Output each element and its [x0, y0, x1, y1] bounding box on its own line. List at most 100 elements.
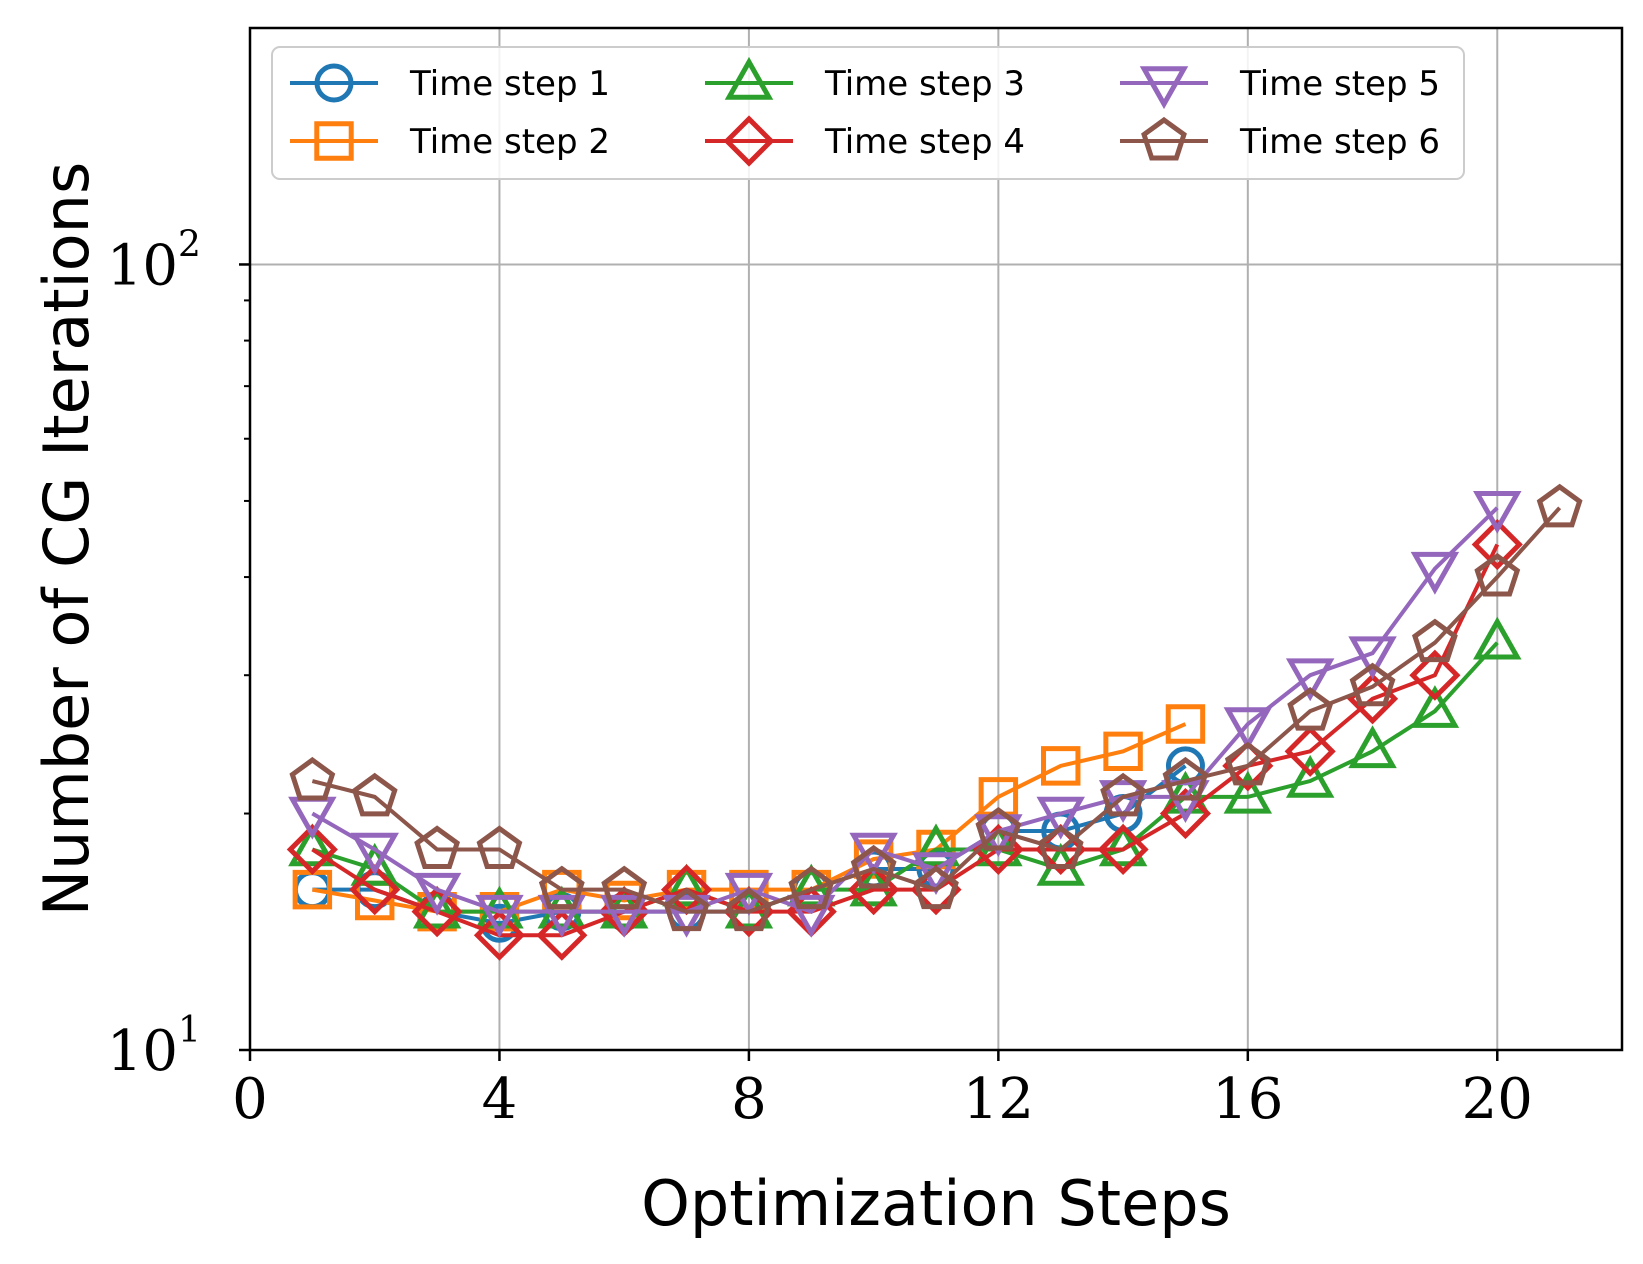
series-3-point: [911, 823, 961, 867]
series-6-point: [663, 887, 710, 932]
series-6-point: [788, 865, 835, 910]
y-tick-label: 10: [107, 233, 178, 298]
series-6-point: [1536, 483, 1583, 528]
series-4-point: [536, 909, 588, 961]
legend-label: Time step 2: [409, 122, 610, 162]
series-6-point: [601, 865, 648, 910]
y-tick-base: 10: [107, 233, 178, 298]
series-6-point: [538, 865, 585, 910]
series-3-point: [1410, 685, 1460, 728]
legend-marker: [1141, 116, 1187, 161]
legend-box: [271, 46, 1465, 180]
series-5-point: [1285, 658, 1335, 702]
series-6-point: [913, 865, 959, 910]
series-2-point: [1165, 704, 1206, 744]
series-2-point: [978, 777, 1019, 817]
series-6-point: [414, 825, 461, 869]
series-5-point: [350, 832, 399, 876]
series-5-point: [724, 872, 774, 916]
series-3-point: [350, 842, 399, 886]
series-6-point: [1287, 687, 1334, 731]
legend-item: Time step 2: [290, 121, 610, 162]
series-6-point: [1100, 772, 1146, 817]
legend-label: Time step 6: [1239, 122, 1440, 162]
x-tick-label: 8: [731, 1067, 767, 1132]
series-5-point: [662, 894, 711, 938]
legend-marker: [723, 115, 775, 167]
grid: [250, 28, 1622, 1050]
series-6-point: [725, 887, 772, 932]
legend-marker: [1139, 66, 1189, 110]
series-4-point: [1159, 787, 1212, 840]
series-6-point: [1162, 756, 1209, 801]
series-2-point: [1041, 746, 1081, 786]
series-4-point: [411, 886, 463, 938]
series-3-point: [1223, 770, 1273, 814]
legend-marker: [314, 63, 354, 103]
series-5-point: [1410, 551, 1460, 595]
legend-item: Time step 6: [1120, 116, 1440, 162]
x-tick-label: 12: [963, 1067, 1034, 1132]
series-group: [286, 483, 1583, 961]
series-4-point: [1409, 649, 1461, 701]
legend-marker: [314, 121, 354, 161]
legend-item: Time step 5: [1120, 64, 1440, 110]
series-3-point: [1348, 725, 1397, 769]
series-3-point: [662, 863, 711, 907]
series-3-point: [1285, 754, 1335, 798]
series-4-line: [311, 543, 1500, 938]
series-6-point: [1474, 552, 1521, 597]
series-2-point: [1103, 731, 1143, 772]
series-5-point: [537, 894, 587, 938]
series-4-point: [473, 909, 526, 961]
plot-frame: [248, 26, 1624, 1052]
series-4-point: [1284, 725, 1336, 777]
series-4-point: [286, 823, 338, 876]
legend-item: Time step 1: [290, 63, 610, 104]
legend-label: Time step 5: [1239, 64, 1440, 104]
y-tick-exponent: 1: [178, 1010, 201, 1051]
legend-label: Time step 1: [409, 64, 610, 104]
series-6-point: [975, 806, 1022, 851]
series-5-point: [1223, 707, 1273, 751]
legend-label: Time step 4: [824, 122, 1025, 162]
series-5-point: [1098, 780, 1148, 823]
legend-marker: [724, 56, 774, 100]
series-6-point: [351, 772, 398, 817]
y-tick-base: 10: [107, 1019, 178, 1084]
series-6-point: [1349, 662, 1396, 707]
x-axis-label: Optimization Steps: [641, 1167, 1231, 1240]
legend-item: Time step 3: [705, 56, 1025, 104]
series-6-point: [850, 844, 897, 889]
series-5-point: [1036, 796, 1085, 840]
legend-item: Time step 4: [705, 115, 1025, 167]
series-4-point: [349, 864, 401, 916]
series-6-line: [311, 506, 1562, 914]
series-5-point: [1348, 636, 1397, 680]
legend: Time step 1 Time step 2 Time step 3 Time st…: [271, 46, 1465, 180]
series-6-point: [1224, 741, 1271, 786]
series-2-point: [292, 869, 333, 910]
series-4-point: [1471, 518, 1523, 571]
series-5-point: [475, 894, 524, 938]
series-3-point: [288, 823, 337, 867]
legend-label: Time step 3: [824, 64, 1025, 104]
series-5-point: [599, 894, 649, 938]
series-3-point: [1098, 823, 1148, 867]
series-6-point: [1037, 825, 1084, 869]
y-tick-exponent: 2: [178, 224, 201, 265]
series-6-point: [1412, 618, 1458, 663]
x-tick-label: 16: [1212, 1067, 1283, 1132]
series-5-point: [412, 872, 462, 916]
series-6-point: [476, 825, 523, 869]
y-tick-label: 10: [107, 1019, 178, 1084]
series-5-point: [911, 852, 961, 896]
series-5-point: [1473, 491, 1522, 534]
y-axis-label: Number of CG Iterations: [30, 162, 103, 917]
x-tick-label: 20: [1462, 1067, 1533, 1132]
series-5-point: [787, 894, 836, 938]
series-6-point: [289, 756, 336, 801]
